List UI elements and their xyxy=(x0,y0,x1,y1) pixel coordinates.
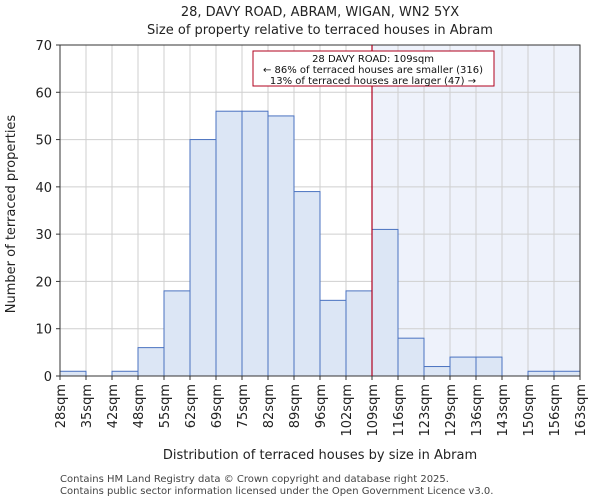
x-tick-label: 42sqm xyxy=(106,384,121,428)
x-tick-label: 62sqm xyxy=(184,384,199,428)
bar-62sqm xyxy=(189,139,217,377)
x-tick-label: 69sqm xyxy=(210,384,225,428)
x-tick-label: 75sqm xyxy=(236,384,251,428)
x-tick-label: 163sqm xyxy=(574,384,589,437)
bar-75sqm xyxy=(241,110,269,377)
bar-156sqm xyxy=(553,370,581,377)
x-tick-label: 109sqm xyxy=(366,384,381,437)
bar-96sqm xyxy=(319,299,347,377)
bar-28sqm xyxy=(59,370,87,377)
bar-82sqm xyxy=(267,115,295,377)
footer-line-2: Contains public sector information licen… xyxy=(60,486,493,497)
x-tick-label: 150sqm xyxy=(522,384,537,437)
y-tick-label: 50 xyxy=(35,134,52,149)
x-tick-label: 123sqm xyxy=(418,384,433,437)
footer-line-1: Contains HM Land Registry data © Crown c… xyxy=(60,474,449,485)
bar-109sqm xyxy=(371,228,399,377)
y-tick-label: 10 xyxy=(35,323,52,338)
x-tick-label: 136sqm xyxy=(470,384,485,437)
y-tick-label: 40 xyxy=(35,181,52,196)
bar-129sqm xyxy=(449,356,477,377)
x-tick-label: 129sqm xyxy=(444,384,459,437)
chart-title: 28, DAVY ROAD, ABRAM, WIGAN, WN2 5YX xyxy=(181,5,459,20)
bar-123sqm xyxy=(423,366,451,377)
bar-136sqm xyxy=(475,356,503,377)
bar-150sqm xyxy=(527,370,555,377)
plot-area: 0 10 20 30 40 50 60 70 28sqm 35sqm 42sqm 48sqm 55sqm… xyxy=(35,39,589,437)
bar-89sqm xyxy=(293,191,321,377)
y-axis-label: Number of terraced properties xyxy=(4,115,19,314)
annotation-line-3: 13% of terraced houses are larger (47) → xyxy=(270,76,476,87)
annotation-line-2: ← 86% of terraced houses are smaller (31… xyxy=(263,65,483,76)
bar-69sqm xyxy=(215,110,243,377)
y-tick-label: 60 xyxy=(35,86,52,101)
bar-116sqm xyxy=(397,337,425,377)
x-tick-label: 82sqm xyxy=(262,384,277,428)
x-tick-label: 102sqm xyxy=(340,384,355,437)
x-tick-label: 116sqm xyxy=(392,384,407,437)
bar-48sqm xyxy=(137,347,165,377)
x-tick-label: 48sqm xyxy=(132,384,147,428)
x-axis-label: Distribution of terraced houses by size … xyxy=(163,448,477,463)
y-tick-label: 0 xyxy=(44,370,52,385)
x-tick-label: 28sqm xyxy=(54,384,69,428)
y-tick-label: 70 xyxy=(35,39,52,54)
chart-subtitle: Size of property relative to terraced ho… xyxy=(147,23,493,38)
bar-102sqm xyxy=(345,290,373,377)
annotation-box xyxy=(252,50,495,87)
y-tick-label: 20 xyxy=(35,275,52,290)
x-tick-label: 96sqm xyxy=(314,384,329,428)
x-tick-label: 55sqm xyxy=(158,384,173,428)
x-tick-label: 89sqm xyxy=(288,384,303,428)
x-tick-label: 35sqm xyxy=(80,384,95,428)
x-tick-label: 156sqm xyxy=(548,384,563,437)
bar-55sqm xyxy=(163,290,191,377)
y-tick-label: 30 xyxy=(35,228,52,243)
bar-42sqm xyxy=(111,370,139,377)
x-tick-label: 143sqm xyxy=(496,384,511,437)
annotation-line-1: 28 DAVY ROAD: 109sqm xyxy=(312,54,434,65)
